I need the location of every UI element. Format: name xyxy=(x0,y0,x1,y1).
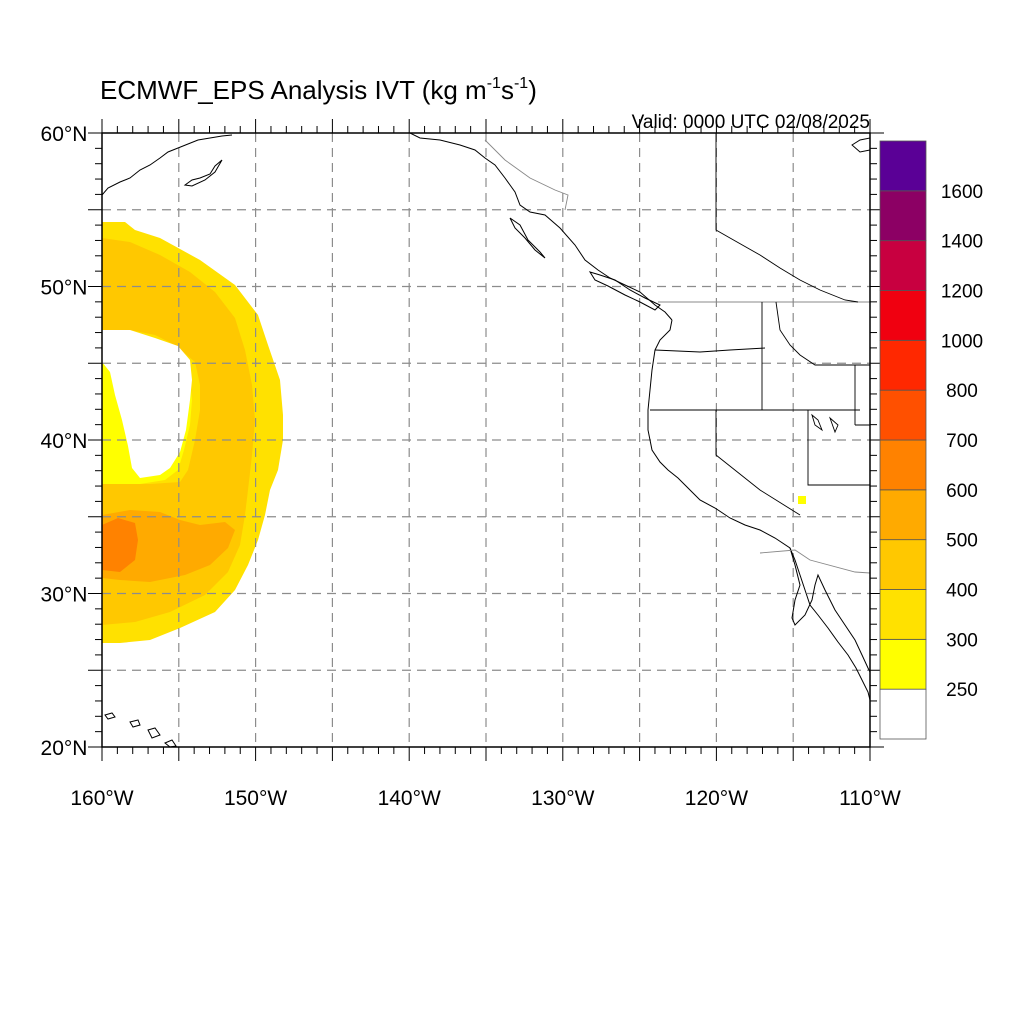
lon-label: 160°W xyxy=(70,787,133,810)
colorbar: 250 300 400 500 600 700 800 1000 1200 1400 1600 xyxy=(879,140,983,740)
alaska-peninsula-coast xyxy=(102,134,233,196)
lat-label: 40°N xyxy=(41,430,88,453)
lon-axis-labels: 160°W 150°W 140°W 130°W 120°W 110°W xyxy=(70,787,901,810)
colorbar-label: 300 xyxy=(946,630,978,651)
wy-border xyxy=(854,364,870,426)
colorbar-swatch xyxy=(879,489,927,541)
lat-label: 20°N xyxy=(41,737,88,760)
lat-label: 30°N xyxy=(41,584,88,607)
axis-ticks xyxy=(88,119,884,761)
map-area: 160°W 150°W 140°W 130°W 120°W 110°W 60°N 50°N 4… xyxy=(41,119,901,810)
ca-nv-border xyxy=(715,410,801,516)
graticule xyxy=(102,133,870,747)
colorbar-swatch xyxy=(879,539,927,590)
colorbar-label: 1200 xyxy=(941,282,983,303)
lon-label: 150°W xyxy=(224,787,287,810)
colorbar-label: 700 xyxy=(946,431,978,452)
colorbar-swatch xyxy=(879,439,927,491)
lon-label: 110°W xyxy=(839,787,901,810)
colorbar-label: 1600 xyxy=(941,182,983,203)
colorbar-swatch xyxy=(879,638,927,690)
colorbar-swatch xyxy=(879,688,927,740)
colorbar-label: 1400 xyxy=(941,232,983,253)
colorbar-swatch xyxy=(879,190,927,242)
chart-title: ECMWF_EPS Analysis IVT (kg m-1s-1) xyxy=(100,75,537,105)
bc-coast xyxy=(409,133,673,321)
colorbar-label: 1000 xyxy=(941,331,983,352)
lat-axis-labels: 60°N 50°N 40°N 30°N 20°N xyxy=(41,123,88,760)
colorbar-swatch xyxy=(879,389,927,441)
colorbar-label: 600 xyxy=(946,481,978,502)
colorbar-swatch xyxy=(879,290,927,341)
hawaii-coast xyxy=(104,712,177,747)
nv-az-border xyxy=(807,410,870,486)
us-west-coast xyxy=(647,319,870,701)
colorbar-label: 800 xyxy=(946,381,978,402)
colorbar-swatch xyxy=(879,589,927,640)
colorbar-swatch xyxy=(879,339,927,391)
valid-time: Valid: 0000 UTC 02/08/2025 xyxy=(632,112,870,133)
us-mexico-border xyxy=(759,549,870,574)
lon-label: 130°W xyxy=(531,787,594,810)
colorbar-label: 400 xyxy=(946,581,978,602)
coastlines xyxy=(102,133,870,747)
wa-or-border xyxy=(654,347,766,353)
colorbar-swatch xyxy=(879,240,927,291)
ivt-below-threshold xyxy=(102,330,192,478)
colorbar-label: 250 xyxy=(946,680,978,701)
lon-label: 140°W xyxy=(378,787,441,810)
ivt-field xyxy=(102,222,806,643)
ivt-speck xyxy=(798,496,806,504)
lat-label: 50°N xyxy=(41,277,88,300)
colorbar-swatch xyxy=(879,140,927,192)
wa-id-border xyxy=(775,301,856,410)
colorbar-label: 500 xyxy=(946,531,978,552)
lat-label: 60°N xyxy=(41,123,88,146)
ivt-region-600 xyxy=(102,518,138,572)
lon-label: 120°W xyxy=(685,787,748,810)
